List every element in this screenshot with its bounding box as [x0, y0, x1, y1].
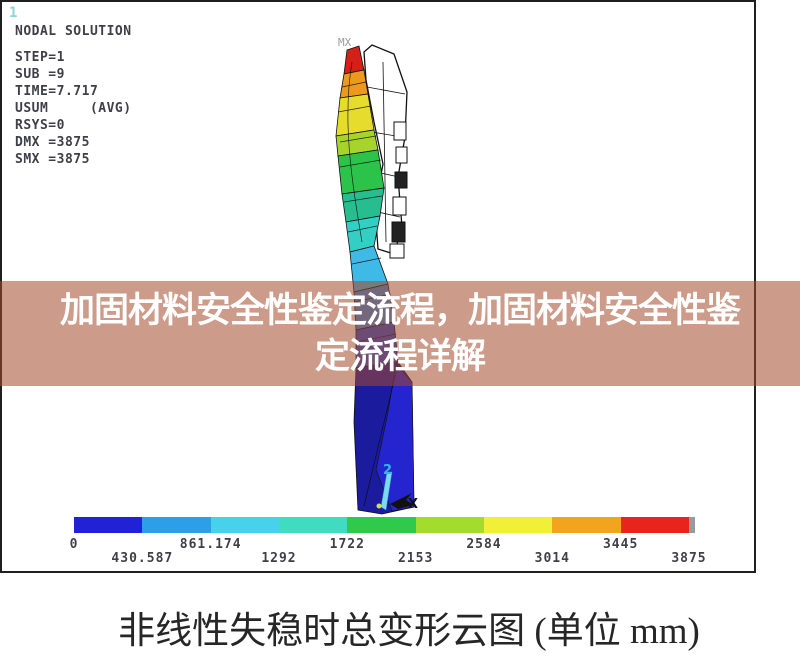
colorbar-segment	[210, 517, 279, 533]
colorbar-end-cap	[689, 517, 695, 533]
colorbar-tick-label: 2153	[397, 551, 434, 566]
solution-info-line: SMX =3875	[15, 152, 90, 167]
banner-title-line2: 定流程详解	[314, 336, 486, 377]
solution-info-line: SUB =9	[15, 67, 65, 82]
colorbar-segment	[278, 517, 348, 533]
colorbar-segment	[552, 517, 621, 533]
solution-info-line: NODAL SOLUTION	[15, 24, 132, 39]
undeformed-wireframe	[363, 44, 408, 259]
colorbar-tick-label: 2584	[466, 537, 502, 552]
window-number-label: 1	[9, 5, 18, 21]
solution-info-line: DMX =3875	[15, 135, 90, 150]
colorbar-segment	[74, 517, 143, 533]
solution-info-line: STEP=1	[15, 50, 65, 65]
colorbar-tick-label: 1292	[261, 551, 297, 566]
colorbar-tick-label: 861.174	[179, 537, 242, 552]
triad-x-arrow	[390, 493, 414, 509]
solution-info-line: RSYS=0	[15, 118, 65, 133]
colorbar-tick-label: 3014	[534, 551, 570, 566]
colorbar-segment	[347, 517, 416, 533]
banner-title-line1: 加固材料安全性鉴定流程，加固材料安全性鉴	[59, 290, 741, 331]
colorbar-segment	[483, 517, 553, 533]
colorbar-tick-label: 1722	[329, 537, 365, 552]
figure-caption: 非线性失稳时总变形云图 (单位 mm)	[118, 611, 700, 652]
triad-vertical-axis	[380, 471, 393, 511]
triad: 2 X	[376, 463, 418, 512]
colorbar-tick-label: 3875	[671, 551, 707, 566]
solution-info-block: NODAL SOLUTION STEP=1 SUB =9 TIME=7.717 …	[15, 23, 132, 168]
colorbar-segment	[415, 517, 484, 533]
colorbar-tick-label: 0	[69, 537, 79, 552]
colorbar-tick-label: 3445	[602, 537, 639, 552]
fea-model-contour: MX 2 X	[320, 26, 440, 522]
triad-origin-dot	[376, 503, 382, 509]
triad-horizontal-label: X	[408, 497, 418, 512]
solution-info-line: TIME=7.717	[15, 84, 99, 99]
solution-info-line: USUM (AVG)	[15, 101, 132, 116]
triad-vertical-label: 2	[383, 463, 392, 478]
colorbar-segments	[74, 517, 689, 533]
title-banner-overlay: 加固材料安全性鉴定流程，加固材料安全性鉴 定流程详解	[0, 281, 800, 386]
colorbar-segment	[142, 517, 211, 533]
colorbar-tick-label: 430.587	[111, 551, 174, 566]
max-label: MX	[338, 36, 352, 49]
colorbar-segment	[620, 517, 689, 533]
